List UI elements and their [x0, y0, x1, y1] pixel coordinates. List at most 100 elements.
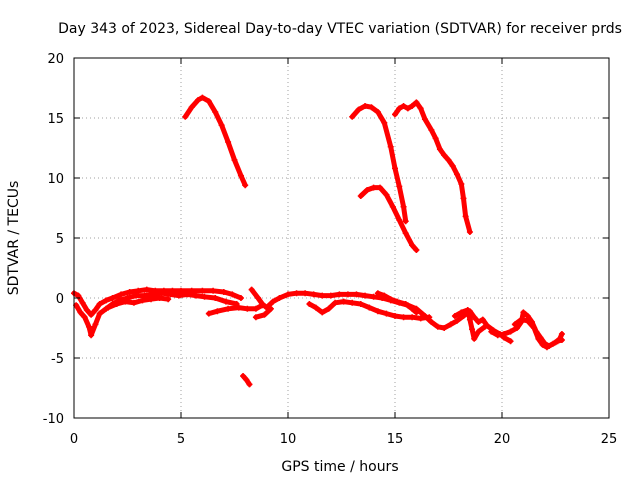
data-point — [79, 299, 86, 306]
data-point — [454, 171, 461, 178]
data-point — [349, 299, 356, 306]
y-tick-label: 15 — [47, 112, 64, 127]
data-point — [436, 146, 443, 153]
data-point — [362, 292, 369, 299]
y-tick-label: 10 — [47, 172, 64, 187]
data-point — [535, 335, 542, 342]
data-point — [402, 230, 409, 237]
data-point — [201, 293, 208, 300]
y-tick-label: 0 — [56, 292, 64, 307]
x-tick-label: 0 — [70, 432, 78, 447]
data-point — [88, 311, 95, 318]
data-point — [109, 295, 116, 301]
data-point — [396, 105, 403, 112]
data-point — [192, 292, 199, 299]
data-point — [370, 293, 377, 300]
data-point — [513, 325, 520, 331]
data-point — [355, 106, 362, 113]
data-series — [71, 94, 565, 388]
data-point — [195, 97, 202, 103]
data-point — [550, 340, 557, 347]
data-point — [96, 301, 103, 307]
data-point — [135, 287, 142, 294]
data-point — [122, 298, 129, 305]
data-point — [392, 111, 398, 118]
data-point — [242, 182, 249, 189]
data-point — [518, 316, 525, 323]
data-point — [252, 314, 259, 321]
data-point — [475, 328, 482, 335]
data-point — [451, 313, 458, 319]
data-point — [366, 304, 373, 311]
y-tick-label: 20 — [47, 52, 64, 67]
x-axis-label: GPS time / hours — [281, 459, 398, 475]
data-point — [357, 193, 364, 199]
data-point — [336, 291, 343, 298]
x-tick-label: 5 — [177, 432, 185, 447]
data-point — [237, 172, 244, 179]
data-point — [520, 309, 527, 316]
data-point — [389, 203, 396, 210]
data-point — [188, 104, 195, 111]
data-point — [409, 314, 416, 321]
series-track — [512, 317, 565, 350]
data-point — [319, 292, 326, 299]
data-point — [434, 323, 441, 330]
data-point — [381, 292, 388, 299]
data-point — [488, 328, 495, 335]
data-point — [92, 307, 99, 313]
data-point — [392, 165, 398, 172]
series-arc-8 — [105, 295, 172, 311]
data-point — [400, 103, 407, 109]
data-point — [409, 305, 416, 312]
series-arc-14 — [451, 307, 488, 342]
data-point — [88, 332, 95, 339]
data-point — [344, 291, 351, 298]
data-point — [353, 291, 360, 298]
data-point — [276, 295, 283, 301]
data-point — [543, 344, 550, 351]
data-point — [85, 323, 92, 330]
data-point — [413, 99, 420, 106]
series-arc-13 — [374, 290, 420, 316]
data-point — [402, 218, 409, 225]
x-tick-label: 10 — [280, 432, 297, 447]
data-point — [409, 242, 416, 249]
data-point — [374, 290, 381, 297]
data-point — [205, 310, 212, 317]
data-point — [240, 373, 247, 379]
data-point — [428, 127, 435, 133]
data-point — [417, 105, 424, 112]
data-point — [462, 213, 469, 220]
data-point — [396, 183, 403, 190]
data-point — [92, 321, 99, 328]
data-point — [364, 187, 371, 193]
data-point — [302, 290, 309, 297]
data-point — [231, 157, 238, 163]
data-point — [248, 286, 255, 293]
data-point — [312, 304, 319, 311]
data-point — [175, 292, 182, 299]
data-point — [383, 191, 390, 198]
data-point — [460, 195, 467, 202]
data-point — [158, 290, 165, 297]
data-point — [404, 105, 411, 112]
x-tick-label: 25 — [601, 432, 618, 447]
data-point — [130, 299, 137, 306]
data-point — [167, 291, 174, 298]
data-point — [402, 301, 409, 307]
data-point — [143, 286, 150, 293]
series-track — [358, 185, 419, 253]
series-arc-16 — [511, 316, 565, 351]
data-point — [349, 113, 356, 120]
data-point — [387, 296, 394, 303]
data-point — [441, 152, 448, 159]
data-point — [225, 139, 232, 145]
series-arc-1 — [182, 94, 249, 189]
data-point — [469, 326, 476, 333]
series-track — [349, 103, 409, 224]
data-point — [165, 296, 172, 303]
data-point — [182, 113, 189, 120]
data-point — [210, 287, 217, 294]
